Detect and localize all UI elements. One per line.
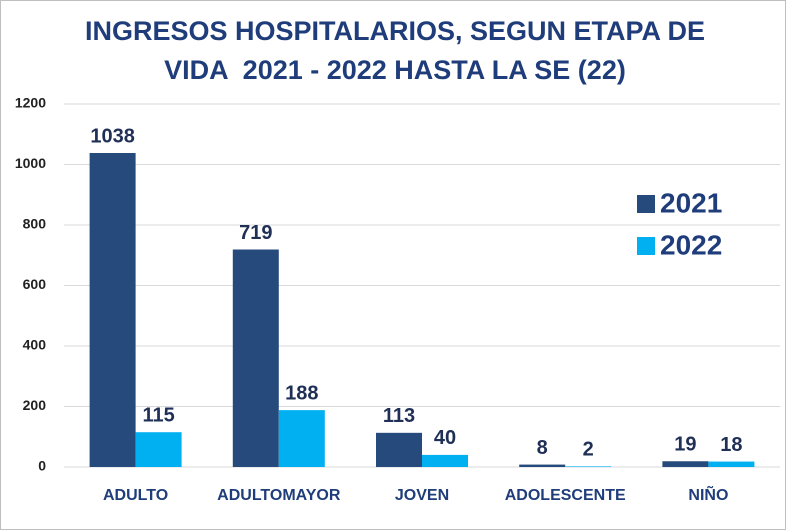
legend-swatch <box>637 237 655 255</box>
value-label: 1038 <box>90 125 135 147</box>
bar <box>232 249 279 467</box>
x-tick-label: ADULTOMAYOR <box>217 487 341 504</box>
bar <box>89 153 136 467</box>
value-label: 2 <box>583 439 594 461</box>
y-tick-label: 600 <box>23 276 47 292</box>
y-tick-label: 200 <box>23 397 47 413</box>
value-label: 188 <box>285 382 318 404</box>
legend-label: 2021 <box>660 187 722 218</box>
x-tick-label: ADOLESCENTE <box>505 487 626 504</box>
legend-label: 2022 <box>660 229 722 260</box>
chart-title: VIDA 2021 - 2022 HASTA LA SE (22) <box>164 55 626 85</box>
x-tick-label: ADULTO <box>103 487 168 504</box>
value-label: 19 <box>674 434 696 456</box>
bar <box>708 461 755 467</box>
bar <box>135 432 182 467</box>
bar <box>662 461 709 467</box>
bar <box>422 454 468 467</box>
x-tick-label: JOVEN <box>395 487 449 504</box>
value-label: 115 <box>142 404 174 426</box>
value-label: 113 <box>383 405 415 427</box>
x-tick-label: NIÑO <box>688 484 728 504</box>
legend-swatch <box>637 195 655 213</box>
y-tick-label: 800 <box>23 216 47 232</box>
value-label: 40 <box>434 427 456 449</box>
value-label: 8 <box>537 437 548 459</box>
y-tick-label: 400 <box>23 337 47 353</box>
y-tick-label: 1000 <box>15 155 46 171</box>
value-label: 719 <box>239 222 272 244</box>
bar <box>565 466 612 467</box>
y-tick-label: 0 <box>38 458 46 474</box>
bar <box>376 432 422 467</box>
bar <box>519 464 566 467</box>
y-tick-label: 1200 <box>15 95 46 111</box>
chart-title: INGRESOS HOSPITALARIOS, SEGUN ETAPA DE <box>85 16 705 46</box>
value-label: 18 <box>720 434 742 456</box>
bar <box>278 410 325 467</box>
